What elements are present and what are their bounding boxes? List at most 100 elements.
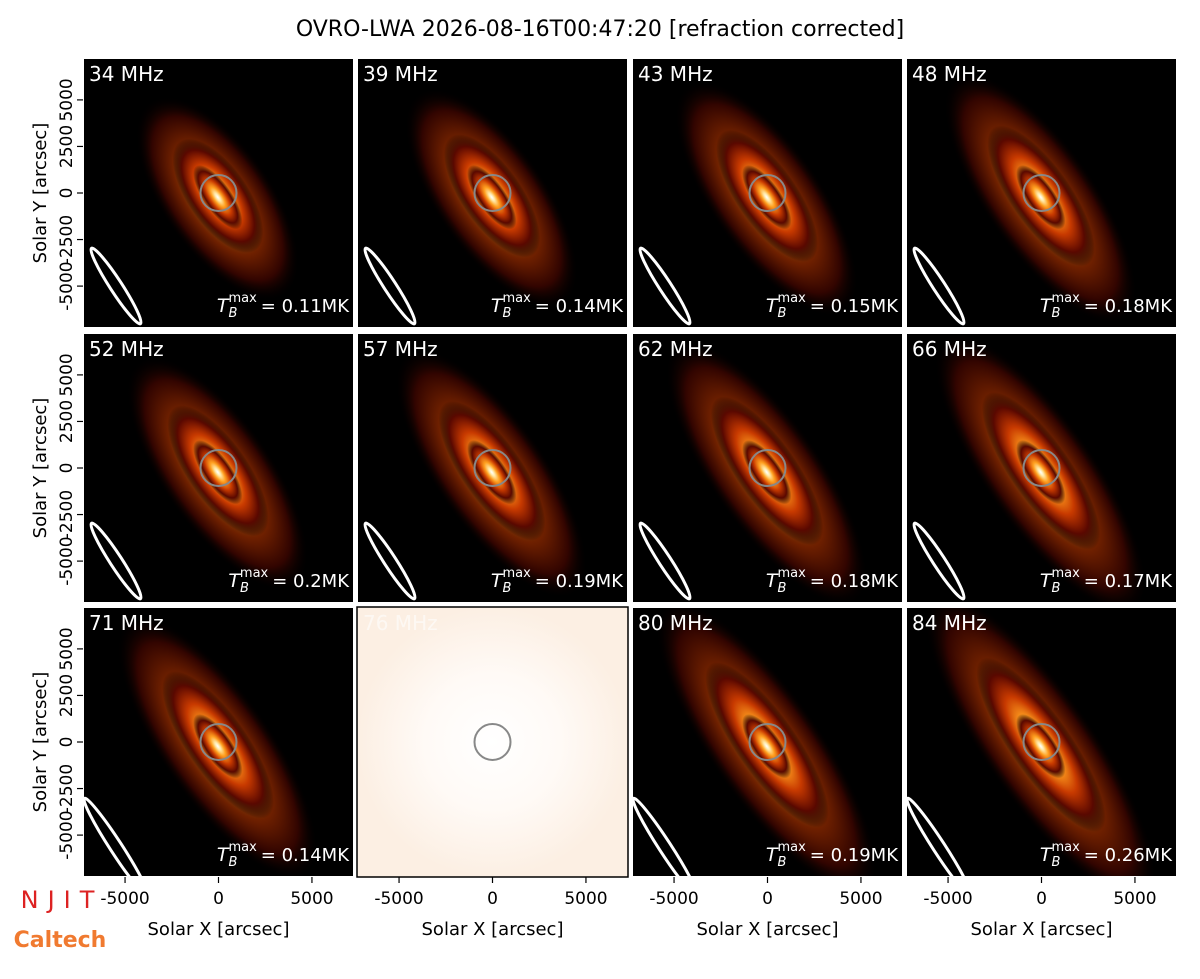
panel <box>83 333 354 603</box>
panel <box>906 607 1177 877</box>
value-text: = 0.15MK <box>810 296 899 317</box>
x-tick-label: -5000 <box>923 889 972 909</box>
subscript: B <box>503 581 512 596</box>
superscript: max <box>1051 840 1080 855</box>
beam <box>89 521 143 601</box>
tb-max-label: TBmax = 0.15MK <box>766 291 899 321</box>
value-text: = 0.19MK <box>810 845 899 866</box>
solar-disk <box>199 449 238 487</box>
y-tick-label: 5000 <box>57 353 77 396</box>
symbol: T <box>1040 844 1053 866</box>
superscript: max <box>777 840 806 855</box>
value-text: = 0.11MK <box>261 296 350 317</box>
x-tick-label: 0 <box>1036 889 1047 909</box>
symbol: T <box>766 844 779 866</box>
superscript: max <box>777 566 806 581</box>
panel-title: 57 MHz <box>363 337 438 361</box>
panel-title: 76 MHz <box>363 611 438 635</box>
beam <box>912 246 966 326</box>
x-axis-label: Solar X [arcsec] <box>971 919 1113 940</box>
tb-max-label: TBmax = 0.17MK <box>1040 566 1173 596</box>
value-text: = 0.14MK <box>535 296 624 317</box>
panel <box>357 58 628 328</box>
value-text: = 0.14MK <box>261 845 350 866</box>
y-axis-label: Solar Y [arcsec] <box>30 123 51 264</box>
x-tick-label: 0 <box>487 889 498 909</box>
panel-frame <box>905 57 1178 329</box>
solar-disk <box>1022 723 1061 761</box>
y-tick-label: -2500 <box>57 764 77 813</box>
solar-disk <box>1022 174 1061 212</box>
panel-frame <box>356 332 629 604</box>
x-tick-label: 5000 <box>839 889 882 909</box>
beam <box>363 521 417 601</box>
beam <box>906 796 973 877</box>
symbol: T <box>1040 295 1053 317</box>
panel <box>906 58 1177 328</box>
symbol: T <box>217 844 230 866</box>
superscript: max <box>1051 566 1080 581</box>
y-tick-label: -5000 <box>57 536 77 585</box>
symbol: T <box>491 295 504 317</box>
subscript: B <box>503 306 512 321</box>
panel-frame <box>631 332 904 604</box>
value-text: = 0.17MK <box>1084 571 1173 592</box>
superscript: max <box>228 291 257 306</box>
tb-max-label: TBmax = 0.18MK <box>1040 291 1173 321</box>
subscript: B <box>778 581 787 596</box>
solar-disk <box>748 449 787 487</box>
panel-title: 43 MHz <box>638 62 713 86</box>
panel <box>83 607 354 877</box>
tb-max-label: TBmax = 0.19MK <box>491 566 624 596</box>
y-tick-label: -5000 <box>57 810 77 859</box>
y-tick-label: 5000 <box>57 627 77 670</box>
superscript: max <box>1051 291 1080 306</box>
y-tick-label: 2500 <box>57 400 77 443</box>
solar-disk <box>748 723 787 761</box>
panel <box>632 607 903 877</box>
solar-disk <box>473 174 512 212</box>
y-tick-label: -2500 <box>57 490 77 539</box>
value-text: = 0.19MK <box>535 571 624 592</box>
logo-njit: NJIT <box>21 886 104 914</box>
x-tick-label: -5000 <box>649 889 698 909</box>
superscript: max <box>240 566 269 581</box>
solar-disk <box>199 723 238 761</box>
y-tick-label: 5000 <box>57 78 77 121</box>
panel-title: 62 MHz <box>638 337 713 361</box>
x-axis-label: Solar X [arcsec] <box>422 919 564 940</box>
symbol: T <box>766 295 779 317</box>
figure-title: OVRO-LWA 2026-08-16T00:47:20 [refraction… <box>296 17 904 42</box>
tb-max-label: TBmax = 0.14MK <box>217 840 350 870</box>
subscript: B <box>778 855 787 870</box>
panel <box>357 333 628 603</box>
x-axis-label: Solar X [arcsec] <box>697 919 839 940</box>
panel-title: 52 MHz <box>89 337 164 361</box>
beam <box>363 246 417 326</box>
panel <box>357 607 628 877</box>
beam <box>912 521 966 601</box>
symbol: T <box>766 570 779 592</box>
solar-disk <box>473 449 512 487</box>
x-tick-label: 5000 <box>290 889 333 909</box>
panel-title: 48 MHz <box>912 62 987 86</box>
y-tick-label: 0 <box>57 188 77 199</box>
solar-disk <box>748 174 787 212</box>
panel-frame <box>631 57 904 329</box>
panel-title: 66 MHz <box>912 337 987 361</box>
tb-max-label: TBmax = 0.26MK <box>1040 840 1173 870</box>
y-tick-label: -5000 <box>57 261 77 310</box>
panel <box>906 333 1177 603</box>
value-text: = 0.2MK <box>272 571 350 592</box>
panel-title: 39 MHz <box>363 62 438 86</box>
symbol: T <box>217 295 230 317</box>
panel-frame <box>905 332 1178 604</box>
panel-title: 34 MHz <box>89 62 164 86</box>
superscript: max <box>228 840 257 855</box>
symbol: T <box>228 570 241 592</box>
y-tick-label: -2500 <box>57 215 77 264</box>
x-tick-label: 0 <box>213 889 224 909</box>
panel-title: 71 MHz <box>89 611 164 635</box>
